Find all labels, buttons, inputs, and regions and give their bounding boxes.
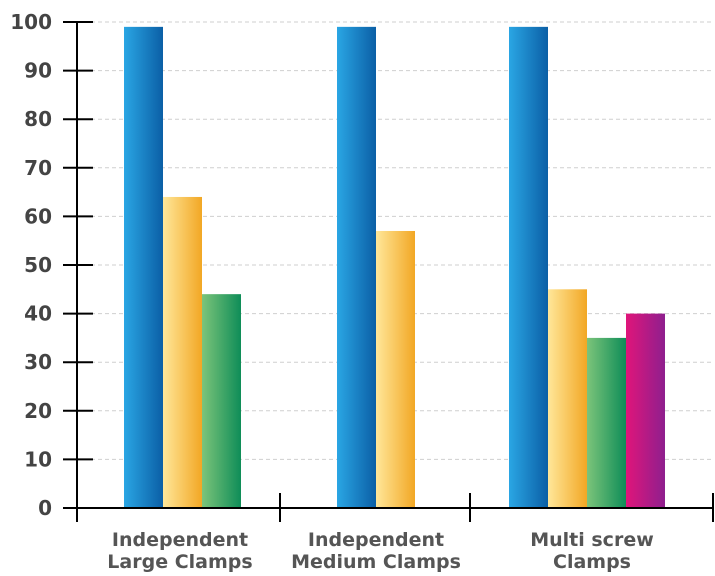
bars: [124, 26, 665, 509]
y-tick-label: 40: [24, 302, 52, 326]
bar: [163, 196, 202, 508]
y-tick-label: 20: [24, 399, 52, 423]
bar: [376, 230, 415, 509]
y-tick-label: 10: [24, 447, 52, 471]
bar: [548, 289, 587, 508]
axis-labels: 0 10 20 30 40 50 60 70 80 90 100 Independent Large C…: [10, 10, 654, 573]
axes: [63, 21, 714, 522]
bar: [124, 26, 163, 509]
y-tick-label: 90: [24, 59, 52, 83]
y-tick-label: 30: [24, 350, 52, 374]
bar: [587, 337, 626, 508]
bar: [626, 313, 665, 508]
bar: [202, 294, 241, 508]
y-tick-label: 100: [10, 10, 52, 34]
y-tick-label: 60: [24, 204, 52, 228]
y-tick-label: 50: [24, 253, 52, 277]
x-tick-label: Independent Large Clamps: [107, 529, 252, 573]
x-tick-label: Independent Medium Clamps: [291, 529, 461, 573]
y-tick-label: 0: [38, 496, 52, 520]
bar: [337, 26, 376, 509]
bar: [509, 26, 548, 509]
y-tick-label: 70: [24, 156, 52, 180]
y-tick-label: 80: [24, 107, 52, 131]
x-tick-label: Multi screw Clamps: [530, 529, 654, 573]
